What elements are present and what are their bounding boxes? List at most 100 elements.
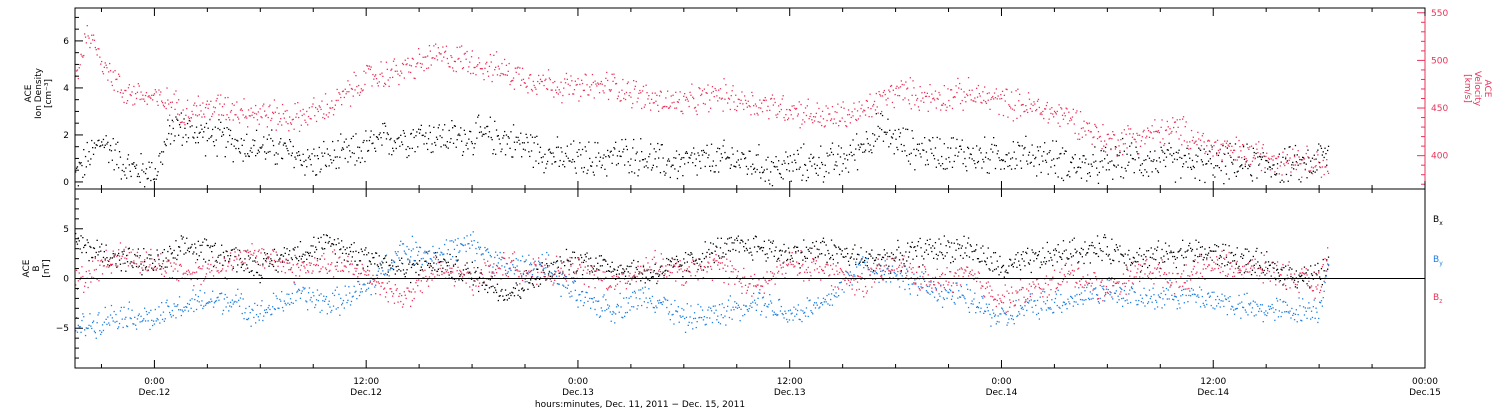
data-point: [461, 280, 464, 282]
data-point: [859, 115, 861, 117]
data-point: [616, 303, 619, 306]
data-point: [377, 138, 379, 140]
data-point: [1116, 246, 1118, 249]
data-point: [1164, 242, 1167, 244]
data-point: [978, 93, 980, 95]
data-point: [999, 98, 1001, 100]
data-point: [442, 267, 444, 269]
data-point: [1198, 138, 1200, 140]
data-point: [248, 305, 250, 308]
data-point: [588, 141, 590, 143]
data-point: [214, 107, 216, 109]
data-point: [427, 67, 430, 69]
data-point: [665, 299, 667, 301]
data-point: [176, 118, 178, 120]
data-point: [1243, 158, 1246, 160]
data-point: [615, 164, 618, 166]
data-point: [1262, 271, 1264, 274]
data-point: [629, 164, 631, 166]
data-point: [242, 298, 244, 300]
data-point: [920, 247, 922, 249]
data-point: [201, 116, 203, 118]
data-point: [430, 265, 432, 267]
data-point: [1039, 113, 1041, 115]
data-point: [410, 133, 412, 135]
data-point: [558, 283, 560, 285]
data-point: [922, 97, 924, 99]
data-point: [1044, 263, 1047, 265]
data-point: [583, 259, 585, 261]
data-point: [577, 306, 579, 308]
data-point: [679, 315, 681, 317]
data-point: [301, 290, 303, 292]
data-point: [1112, 131, 1114, 133]
data-point: [268, 134, 270, 136]
data-point: [383, 85, 385, 87]
data-point: [512, 124, 515, 126]
data-point: [171, 252, 173, 254]
data-point: [373, 256, 375, 259]
data-point: [357, 92, 359, 94]
data-point: [934, 242, 937, 244]
data-point: [1129, 145, 1131, 147]
data-point: [878, 135, 880, 138]
data-point: [1318, 161, 1320, 163]
data-point: [502, 257, 504, 259]
data-point: [478, 62, 481, 64]
data-point: [970, 153, 972, 156]
data-point: [767, 156, 769, 158]
data-point: [722, 317, 724, 319]
data-point: [1093, 161, 1095, 163]
data-point: [750, 114, 752, 116]
data-point: [187, 247, 190, 249]
data-point: [443, 253, 445, 255]
data-point: [1233, 260, 1236, 262]
data-point: [1113, 260, 1115, 262]
data-point: [739, 320, 741, 322]
data-point: [281, 157, 283, 159]
data-point: [936, 258, 938, 260]
data-point: [984, 136, 986, 138]
data-point: [614, 269, 616, 271]
data-point: [617, 95, 619, 97]
data-point: [146, 257, 148, 259]
data-point: [1016, 266, 1018, 268]
data-point: [1321, 154, 1323, 156]
data-point: [569, 260, 571, 262]
data-point: [1295, 168, 1297, 171]
data-point: [84, 329, 86, 331]
data-point: [564, 82, 567, 84]
data-point: [978, 261, 980, 263]
data-point: [1011, 263, 1014, 265]
data-point: [967, 147, 970, 150]
data-point: [331, 162, 333, 164]
data-point: [175, 240, 177, 242]
data-point: [1255, 143, 1257, 145]
data-point: [489, 279, 491, 281]
data-point: [695, 259, 697, 261]
data-point: [607, 149, 609, 152]
data-point: [684, 262, 686, 264]
data-point: [747, 100, 749, 102]
data-point: [1115, 146, 1117, 148]
data-point: [1250, 174, 1252, 176]
data-point: [891, 101, 894, 104]
data-point: [214, 242, 216, 245]
data-point: [725, 158, 727, 160]
data-point: [805, 246, 808, 248]
data-point: [1101, 259, 1103, 262]
data-point: [1224, 153, 1226, 155]
data-point: [1263, 155, 1265, 157]
data-point: [97, 140, 99, 142]
data-point: [214, 300, 216, 303]
data-point: [1309, 171, 1311, 173]
data-point: [354, 291, 356, 293]
data-point: [834, 245, 836, 247]
data-point: [337, 307, 339, 309]
data-point: [642, 266, 645, 268]
data-point: [335, 99, 337, 102]
data-point: [693, 97, 695, 100]
data-point: [1187, 166, 1189, 168]
data-point: [489, 116, 491, 118]
data-point: [514, 287, 516, 290]
